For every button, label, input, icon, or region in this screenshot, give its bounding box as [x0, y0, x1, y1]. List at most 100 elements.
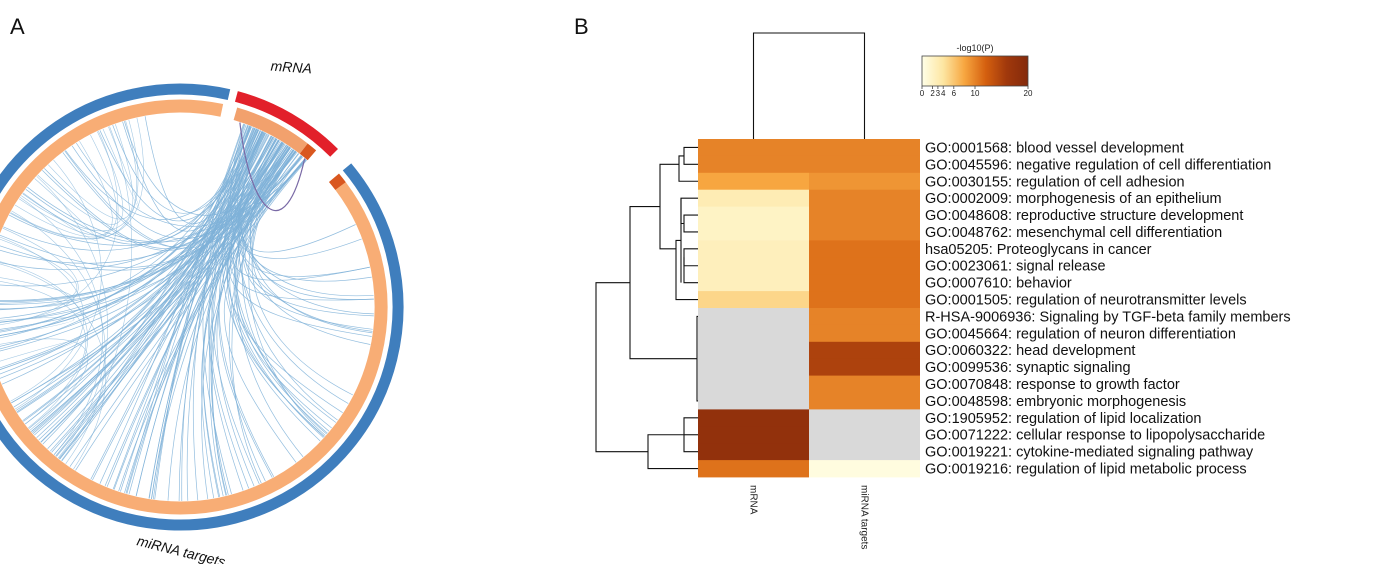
- row-label: GO:0001568: blood vessel development: [925, 140, 1184, 156]
- chord-link: [0, 281, 87, 425]
- color-scale: -log10(P) 0 2 3 4 6 10 20: [920, 43, 1033, 98]
- heatmap-cell: [809, 189, 920, 207]
- row-label: GO:0045664: regulation of neuron differe…: [925, 326, 1236, 342]
- heatmap-cell: [809, 139, 920, 157]
- heatmap-cell: [809, 375, 920, 393]
- row-dendrogram-branch: [683, 146, 698, 165]
- chord-link: [22, 125, 249, 245]
- panel-a-label: A: [10, 14, 25, 39]
- chord-link: [210, 131, 264, 496]
- chord-link: [0, 238, 78, 311]
- row-label: GO:1905952: regulation of lipid localiza…: [925, 411, 1201, 427]
- chord-link: [18, 140, 113, 236]
- chord-link: [0, 277, 75, 309]
- chord-link: [25, 128, 256, 243]
- heatmap-cell: [809, 443, 920, 461]
- row-dendrogram-branch: [659, 163, 679, 250]
- chord-link: [58, 134, 269, 459]
- chord-link: [167, 147, 291, 501]
- chord-link: [124, 120, 298, 216]
- heatmap-cell: [809, 409, 920, 427]
- chord-link: [223, 159, 307, 463]
- heatmap-cell: [698, 139, 809, 157]
- row-dendrogram-branch: [696, 315, 698, 402]
- heatmap-cell: [698, 274, 809, 292]
- chord-link: [251, 151, 354, 396]
- heatmap-cell: [809, 172, 920, 191]
- chord-link: [51, 158, 306, 453]
- chord-segment-arcs: [0, 83, 404, 531]
- row-label: GO:0071222: cellular response to lipopol…: [925, 428, 1265, 444]
- heatmap-cell: [809, 341, 920, 360]
- chord-link: [135, 142, 284, 497]
- heatmap-cell: [698, 324, 809, 343]
- row-dendrogram-branch: [675, 239, 698, 301]
- chord-link: [235, 138, 304, 458]
- heatmap-cell: [698, 223, 809, 241]
- chord-link: [0, 138, 278, 305]
- chord-link: [230, 127, 362, 260]
- color-scale-tick-label: 3: [936, 89, 941, 98]
- heatmap-cell: [698, 240, 809, 258]
- row-dendrogram-branch: [678, 155, 698, 182]
- column-dendrogram-branch: [752, 32, 866, 139]
- row-label: GO:0070848: response to growth factor: [925, 377, 1180, 393]
- heatmap-cell: [698, 375, 809, 393]
- segment-label-mrna: mRNA: [270, 58, 312, 77]
- chord-link: [36, 176, 108, 459]
- chord-link: [11, 210, 106, 464]
- chord-link: [151, 140, 281, 499]
- color-scale-tick-label: 4: [941, 89, 946, 98]
- row-dendrogram-branch: [683, 257, 698, 284]
- chord-link: [0, 155, 302, 264]
- chord-link: [104, 142, 284, 487]
- row-label: GO:0060322: head development: [925, 343, 1135, 359]
- heatmap-cell: [809, 324, 920, 343]
- chord-link: [47, 124, 134, 220]
- chord-link: [10, 119, 139, 240]
- heatmap-cell: [809, 460, 920, 478]
- row-dendrogram-branch: [683, 214, 698, 233]
- inner-arc-mrna-highlight: [299, 143, 317, 161]
- chord-link: [19, 197, 103, 455]
- chord-link: [231, 149, 295, 484]
- chord-link: [92, 138, 277, 481]
- chord-link: [148, 153, 300, 499]
- chord-link: [249, 142, 373, 334]
- chord-link: [192, 129, 259, 501]
- column-label: miRNA targets: [859, 485, 870, 549]
- outer-arc-mirna-targets: [0, 83, 404, 531]
- row-label: GO:0048762: mesenchymal cell differentia…: [925, 225, 1222, 241]
- heatmap-cell: [698, 206, 809, 224]
- chord-link: [0, 261, 89, 429]
- heatmap-cell: [809, 257, 920, 275]
- chord-link: [237, 131, 349, 404]
- row-label: GO:0099536: synaptic signaling: [925, 360, 1131, 376]
- color-scale-tick-label: 2: [930, 89, 935, 98]
- heatmap-cell: [698, 409, 809, 427]
- row-label: GO:0048598: embryonic morphogenesis: [925, 394, 1186, 410]
- heatmap-cell: [698, 257, 809, 275]
- chord-link: [75, 155, 302, 471]
- row-label: GO:0048608: reproductive structure devel…: [925, 208, 1243, 224]
- row-label: GO:0019221: cytokine-mediated signaling …: [925, 445, 1254, 461]
- row-label: GO:0023061: signal release: [925, 259, 1106, 275]
- row-label: GO:0030155: regulation of cell adhesion: [925, 174, 1185, 190]
- column-label: mRNA: [748, 485, 759, 515]
- segment-label-mirna-targets: miRNA targets: [135, 532, 227, 564]
- color-scale-tick-label: 20: [1024, 89, 1033, 98]
- heatmap-cell: [809, 358, 920, 376]
- heatmap-cell: [698, 358, 809, 376]
- chord-link: [13, 147, 291, 408]
- chord-link: [0, 317, 75, 336]
- chord-diagram: mRNA miRNA targets: [0, 58, 404, 569]
- row-dendrogram-branch: [683, 248, 698, 267]
- chord-link: [90, 130, 261, 480]
- heatmap-cell: [809, 392, 920, 410]
- color-scale-title: -log10(P): [956, 43, 993, 53]
- row-label: GO:0019216: regulation of lipid metaboli…: [925, 462, 1247, 478]
- heatmap-cell: [698, 172, 809, 191]
- row-labels: GO:0001568: blood vessel development GO:0…: [925, 140, 1291, 477]
- chord-links: [0, 116, 374, 502]
